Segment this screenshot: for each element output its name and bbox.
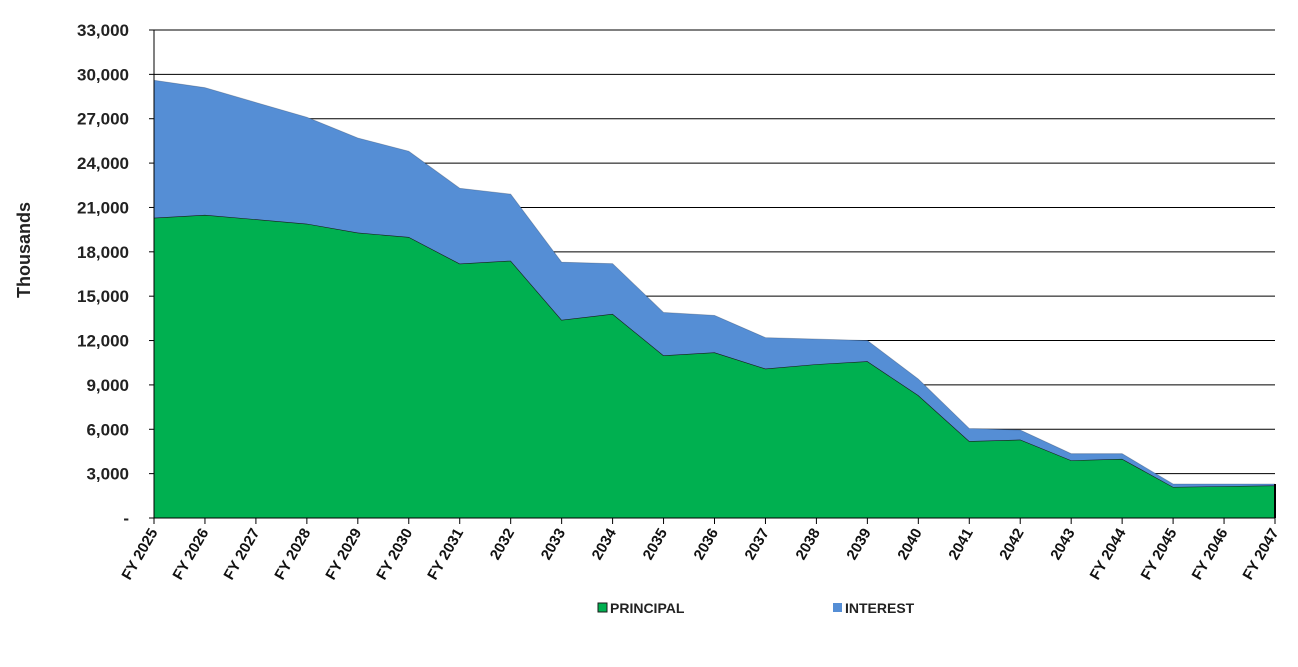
x-tick-label: 2036 bbox=[691, 526, 722, 563]
x-tick-labels: FY 2025 FY 2026 FY 2027 FY 2028 FY 2029 FY 20… bbox=[119, 525, 1283, 583]
area-interest bbox=[154, 80, 1275, 487]
x-tick-label: 2034 bbox=[589, 525, 621, 563]
x-tick-label: 2035 bbox=[640, 526, 671, 563]
x-tick-label: FY 2045 bbox=[1138, 526, 1181, 583]
series-areas bbox=[153, 79, 1276, 518]
y-tick-labels: - 3,000 6,000 9,000 12,000 15,000 18,000 21,000… bbox=[77, 21, 129, 528]
x-tick-label: 2038 bbox=[792, 526, 823, 563]
legend-swatch-interest bbox=[833, 603, 842, 612]
x-tick-label: FY 2026 bbox=[169, 526, 212, 583]
x-tick-label: 2040 bbox=[894, 526, 925, 563]
x-tick-label: FY 2047 bbox=[1240, 526, 1283, 583]
x-tick-label: 2039 bbox=[843, 526, 874, 563]
legend-swatch-principal bbox=[597, 602, 608, 613]
legend: PRINCIPAL INTEREST bbox=[597, 600, 915, 616]
y-tick-label: 18,000 bbox=[77, 243, 129, 262]
x-tick-label: 2041 bbox=[945, 526, 976, 563]
y-tick-label: 3,000 bbox=[86, 465, 129, 484]
x-tick-label: 2043 bbox=[1047, 526, 1078, 563]
y-tick-label: - bbox=[123, 509, 129, 528]
x-tick-label: 2042 bbox=[996, 526, 1027, 563]
y-tick-label: 6,000 bbox=[86, 420, 129, 439]
x-tick-label: FY 2030 bbox=[373, 526, 416, 583]
axes bbox=[149, 29, 1276, 524]
y-tick-label: 9,000 bbox=[86, 376, 129, 395]
x-tick-label: FY 2031 bbox=[424, 526, 467, 583]
x-tick-label: FY 2046 bbox=[1189, 526, 1232, 583]
x-tick-label: FY 2044 bbox=[1087, 525, 1130, 583]
area-principal bbox=[154, 214, 1275, 518]
y-tick-label: 12,000 bbox=[77, 332, 129, 351]
y-axis-label: Thousands bbox=[14, 202, 34, 298]
y-tick-label: 15,000 bbox=[77, 287, 129, 306]
x-tick-label: FY 2028 bbox=[271, 526, 314, 583]
y-tick-label: 21,000 bbox=[77, 198, 129, 217]
x-tick-label: 2033 bbox=[538, 526, 569, 563]
y-tick-label: 33,000 bbox=[77, 21, 129, 40]
y-tick-label: 27,000 bbox=[77, 110, 129, 129]
x-tick-label: 2037 bbox=[742, 526, 773, 563]
x-tick-label: FY 2029 bbox=[322, 526, 365, 583]
line-interest bbox=[153, 79, 1275, 485]
legend-label-principal: PRINCIPAL bbox=[610, 600, 685, 616]
legend-label-interest: INTEREST bbox=[845, 600, 915, 616]
y-tick-label: 30,000 bbox=[77, 65, 129, 84]
y-tick-label: 24,000 bbox=[77, 154, 129, 173]
x-tick-label: FY 2025 bbox=[119, 526, 162, 583]
x-tick-label: 2032 bbox=[487, 526, 518, 563]
x-tick-label: FY 2027 bbox=[220, 526, 263, 583]
